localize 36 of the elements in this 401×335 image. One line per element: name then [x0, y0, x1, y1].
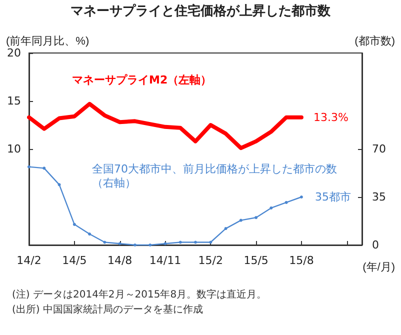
text: 全国70大都市中、前月比価格が上昇した都市の数（右軸） — [92, 162, 337, 190]
y-tick-label: 20 — [7, 46, 21, 60]
point — [224, 227, 228, 230]
x-tick-label: 14/5 — [62, 254, 87, 267]
y2-tick-label: 70 — [372, 142, 386, 156]
x-tick-label: 15/2 — [198, 254, 223, 267]
text: (出所) 中国国家統計局のデータを基に作成 — [12, 304, 203, 316]
point — [28, 165, 30, 168]
point — [284, 200, 288, 204]
x-tick-label: 14/8 — [107, 254, 132, 267]
point — [270, 206, 273, 210]
text: マネーサプライM2（左軸） — [72, 74, 212, 86]
y2-tick-label: 35 — [372, 190, 386, 204]
data-label: 35都市 — [314, 190, 351, 204]
y2-tick-label: 0 — [372, 238, 379, 252]
point — [194, 240, 197, 244]
point — [72, 222, 76, 226]
x-tick-label: 15/8 — [289, 254, 314, 267]
y-tick-label: 15 — [7, 94, 21, 108]
x-tick-label: 14/11 — [149, 254, 182, 267]
data-label: 13.3% — [313, 110, 348, 124]
y-axis-title: (前年同月比、%) — [6, 34, 90, 48]
point — [254, 216, 258, 220]
y2-axis-title: (都市数) — [354, 34, 395, 48]
point — [239, 218, 242, 222]
line-series — [27, 102, 304, 150]
x-axis-title: (年/月) — [362, 262, 396, 274]
point — [42, 166, 46, 170]
point — [103, 240, 106, 244]
line-series — [28, 165, 303, 246]
point — [58, 183, 61, 186]
chart-title: マネーサプライと住宅価格が上昇した都市数 — [70, 3, 332, 18]
x-tick-label: 14/2 — [16, 254, 42, 267]
text: (注) データは2014年2月～2015年8月。数字は直近月。 — [12, 288, 267, 300]
y-tick-label: 10 — [7, 142, 21, 156]
x-tick-label: 15/5 — [244, 254, 268, 267]
